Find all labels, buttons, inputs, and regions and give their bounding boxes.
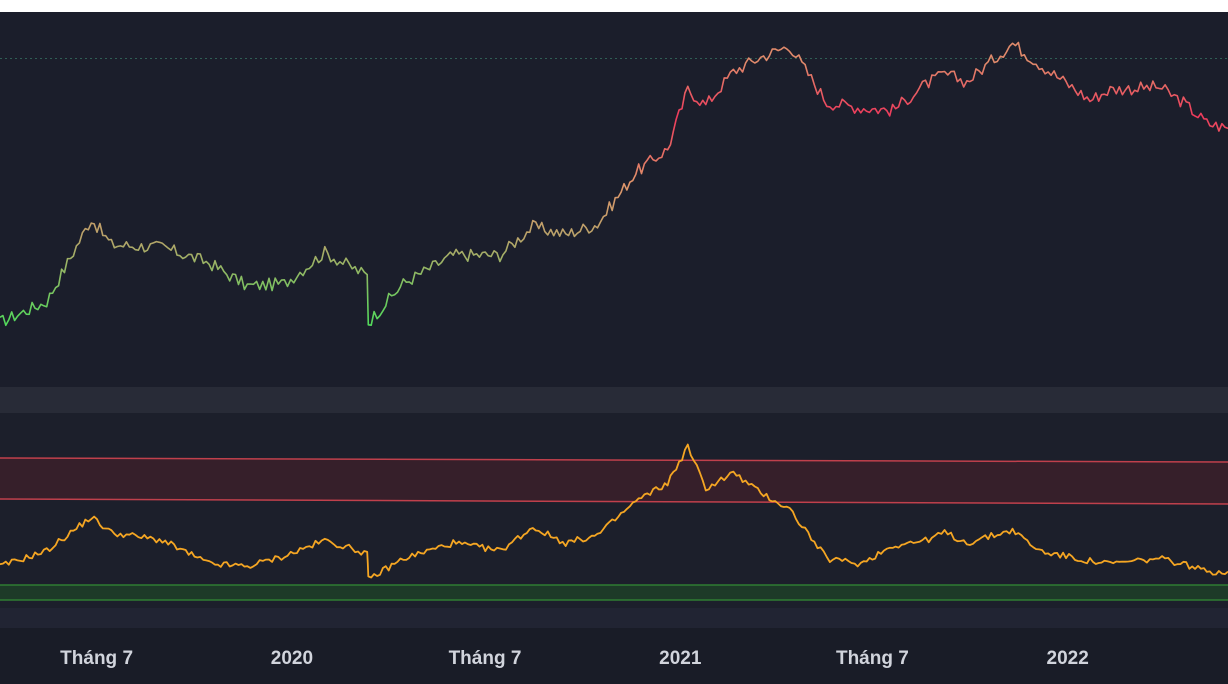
x-axis-background (0, 628, 1228, 684)
x-tick-label: Tháng 7 (60, 648, 133, 669)
price-series-line (0, 41, 1228, 327)
upper-band-top-line (0, 457, 1228, 463)
x-tick-label: 2020 (271, 648, 313, 669)
pane-separator (0, 387, 1228, 413)
lower-band-fill (0, 585, 1228, 600)
x-tick-label: 2021 (659, 648, 702, 669)
x-tick-label: 2022 (1047, 648, 1089, 669)
oscillator-series-line (0, 443, 1228, 579)
oscillator-pane-background (0, 413, 1228, 608)
x-tick-label: Tháng 7 (449, 648, 522, 669)
upper-band-fill (0, 458, 1228, 504)
upper-band-bottom-line (0, 498, 1228, 505)
x-tick-label: Tháng 7 (836, 648, 909, 669)
x-axis-strip (0, 608, 1228, 628)
